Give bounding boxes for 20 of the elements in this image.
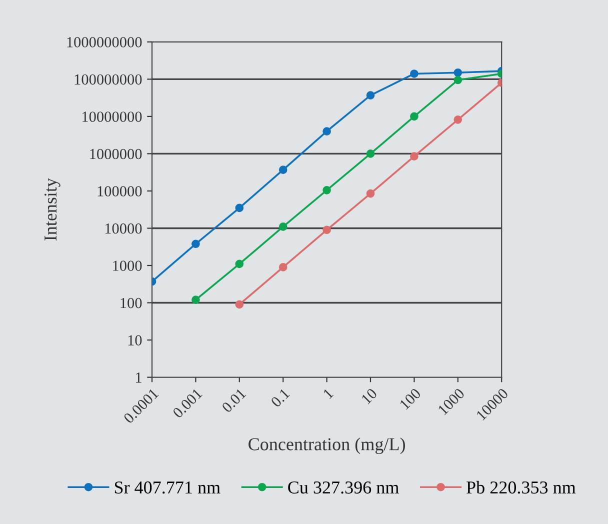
y-tick-label: 10000 <box>105 223 142 234</box>
x-tick-label: 1 <box>322 388 334 399</box>
y-tick-label: 1 <box>136 372 142 383</box>
y-tick-label: 10000000 <box>82 112 142 122</box>
x-tick-label: 0.1 <box>270 388 290 408</box>
y-tick-label: 1000000 <box>90 148 142 160</box>
y-tick-label: 100000 <box>98 186 142 196</box>
x-axis-title: Concentration (mg/L) <box>248 438 405 454</box>
y-tick-label: 1000000000 <box>67 37 142 48</box>
legend-label: Pb 220.353 nm <box>466 480 576 494</box>
y-tick-label: 100 <box>120 298 142 308</box>
x-tick-label: 10 <box>360 388 378 404</box>
y-tick-label: 10 <box>128 335 142 346</box>
x-tick-label: 100 <box>399 388 422 410</box>
x-tick-label: 0.01 <box>221 388 246 414</box>
y-axis-title: Intensity <box>44 178 60 241</box>
y-tick-label: 100000000 <box>74 74 142 85</box>
y-tick-label: 1000 <box>113 260 142 271</box>
legend-label: Sr 407.771 nm <box>114 481 220 494</box>
legend-label: Cu 327.396 nm <box>288 481 399 494</box>
